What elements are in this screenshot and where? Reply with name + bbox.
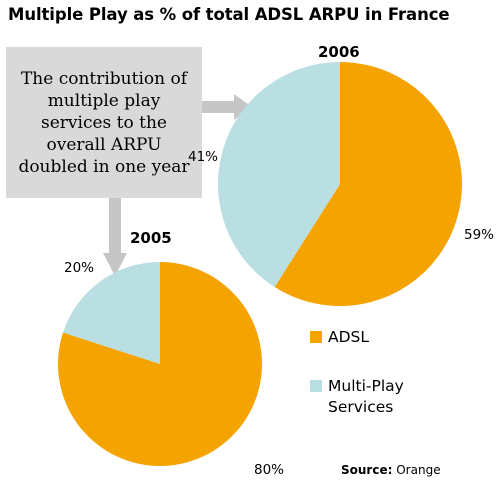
- legend-swatch-multiplay: [310, 380, 322, 392]
- pie-title-2005: 2005: [130, 229, 172, 247]
- pie-title-2006: 2006: [318, 43, 360, 61]
- legend-label-multiplay: Multi-Play Services: [328, 377, 404, 416]
- pie-2006-label-adsl: 59%: [464, 227, 495, 243]
- pie-2006: [217, 61, 463, 306]
- source-value: Orange: [396, 463, 441, 477]
- pie-2005-slice-multi-play-services: [62, 262, 161, 364]
- legend-label-adsl: ADSL: [328, 328, 370, 346]
- annotation-box: The contribution of multiple play servic…: [6, 47, 202, 198]
- pie-2005-label-multiplay: 20%: [64, 260, 95, 276]
- pie-2005: [57, 262, 263, 467]
- legend-swatch-adsl: [310, 331, 322, 343]
- pie-2006-slice-multi-play-services: [217, 61, 340, 288]
- pie-2006-label-multiplay: 41%: [188, 149, 219, 165]
- annotation-text: The contribution of multiple play servic…: [18, 68, 190, 177]
- arrow-to-2005: [103, 198, 127, 276]
- chart-title: Multiple Play as % of total ADSL ARPU in…: [8, 5, 450, 24]
- pie-2005-label-adsl: 80%: [254, 462, 285, 478]
- arrow-to-2006: [202, 94, 252, 120]
- source-note: Source: Orange: [341, 463, 441, 477]
- pie-2006-slice-adsl: [274, 62, 463, 306]
- source-label: Source:: [341, 463, 393, 477]
